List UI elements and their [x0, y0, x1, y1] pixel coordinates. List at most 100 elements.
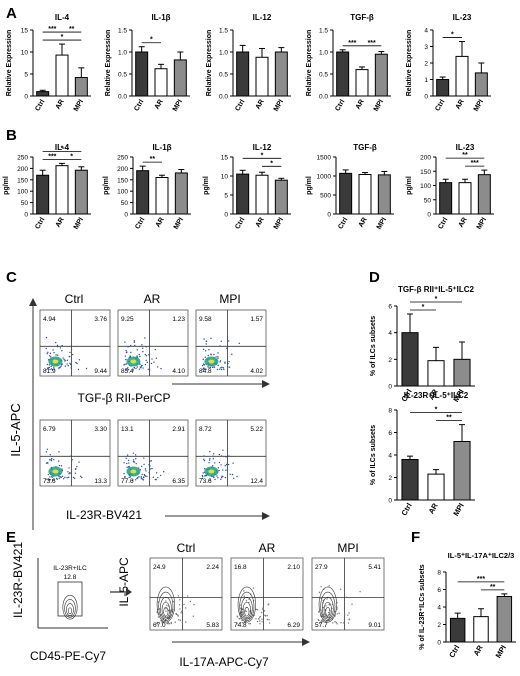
- event-dot: [126, 466, 128, 468]
- category-label: AR: [255, 99, 266, 111]
- event-dot: [53, 351, 55, 354]
- event-dot: [134, 479, 137, 481]
- bar: [255, 56, 269, 97]
- c-xlabel-top: TGF-β RII-PerCP: [78, 391, 171, 405]
- significance-label: *: [435, 296, 438, 303]
- bar: [453, 358, 471, 387]
- event-dot: [179, 599, 181, 601]
- chart-a-2: IL-1β 0.0 0.5 1.0 1.5 Relative Expression Ctrl…: [105, 13, 190, 113]
- chart-title: IL-23: [453, 13, 472, 22]
- y-tick-label: 5: [24, 72, 28, 79]
- event-dot: [49, 459, 51, 461]
- event-dot: [338, 612, 340, 614]
- event-dot: [256, 620, 259, 623]
- y-tick-label: 5: [224, 193, 228, 200]
- event-dot: [336, 613, 339, 615]
- event-dot: [181, 621, 183, 624]
- event-dot: [222, 367, 225, 369]
- event-dot: [205, 368, 207, 370]
- event-dot: [326, 598, 328, 600]
- y-tick-label: 4: [424, 28, 428, 35]
- density-contour: [163, 607, 169, 617]
- event-dot: [255, 608, 257, 611]
- event-dot: [57, 460, 60, 462]
- density-contour: [160, 596, 172, 620]
- bar: [36, 91, 50, 97]
- density-contour: [158, 591, 174, 621]
- event-dot: [132, 459, 135, 461]
- event-dot: [70, 348, 73, 351]
- event-dot: [143, 473, 146, 476]
- category-label: MPI: [373, 98, 385, 112]
- event-dot: [61, 344, 63, 347]
- quadrant-bl: 74.8: [234, 622, 247, 629]
- event-dot: [264, 615, 267, 617]
- y-tick-label: 0: [437, 640, 441, 647]
- event-dot: [127, 368, 130, 371]
- event-dot: [138, 476, 140, 478]
- significance-label: *: [435, 407, 438, 414]
- quadrant-br: 13.3: [94, 478, 107, 485]
- category-label: AR: [358, 217, 369, 229]
- bar: [474, 72, 488, 97]
- event-dot: [148, 464, 150, 466]
- chart-b-5: IL-23 0 50 100 150 200 pg/ml Ctrl AR MPI *****: [406, 143, 494, 231]
- event-dot: [203, 338, 205, 340]
- event-dot: [317, 619, 320, 622]
- event-dot: [140, 465, 143, 468]
- event-dot: [69, 472, 71, 474]
- event-dot: [148, 369, 151, 371]
- quadrant-bl: 85.4: [121, 368, 134, 375]
- event-dot: [63, 358, 65, 361]
- y-axis-label: pg/ml: [3, 176, 10, 195]
- y-axis-label: Relative Expression: [206, 30, 213, 97]
- event-dot: [225, 456, 227, 458]
- quadrant-tl: 8.72: [199, 426, 212, 433]
- event-dot: [262, 607, 264, 609]
- event-dot: [78, 461, 80, 463]
- event-dot: [177, 614, 179, 616]
- quadrant-tl: 13.1: [121, 426, 134, 433]
- quadrant-tr: 2.10: [287, 564, 300, 571]
- event-dot: [45, 336, 48, 339]
- event-dot: [155, 472, 158, 474]
- chart-b-3: IL-12 0 5 10 15 pg/ml Ctrl AR MPI * *: [203, 143, 291, 231]
- event-dot: [136, 349, 138, 351]
- event-dot: [69, 355, 71, 358]
- event-dot: [143, 463, 145, 466]
- event-dot: [218, 453, 220, 456]
- event-dot: [233, 477, 235, 479]
- bar: [255, 174, 269, 215]
- event-dot: [66, 477, 68, 479]
- event-dot: [165, 610, 167, 612]
- chart-title: IL-23: [456, 143, 475, 152]
- event-dot: [79, 475, 82, 478]
- event-dot: [336, 623, 338, 625]
- event-dot: [62, 478, 65, 480]
- event-dot: [66, 359, 69, 362]
- density-peak: [130, 469, 137, 474]
- event-dot: [186, 595, 189, 597]
- y-tick-label: 0: [224, 212, 228, 219]
- significance-label: *: [270, 160, 273, 167]
- event-dot: [217, 355, 219, 358]
- event-dot: [125, 363, 128, 365]
- bar: [427, 473, 445, 501]
- event-dot: [57, 367, 60, 369]
- event-dot: [49, 453, 51, 456]
- event-dot: [69, 363, 72, 366]
- event-dot: [145, 359, 147, 362]
- event-dot: [266, 614, 268, 617]
- event-dot: [61, 363, 63, 366]
- event-dot: [208, 349, 210, 351]
- event-dot: [328, 604, 331, 606]
- chart-title: IL-4: [55, 13, 70, 22]
- event-dot: [212, 455, 214, 457]
- y-tick-label: 0: [24, 212, 28, 219]
- event-dot: [203, 363, 205, 366]
- y-tick-label: 1.0: [319, 50, 328, 57]
- event-dot: [72, 476, 75, 479]
- event-dot: [201, 477, 204, 479]
- chart-title: IL-1β: [151, 13, 170, 22]
